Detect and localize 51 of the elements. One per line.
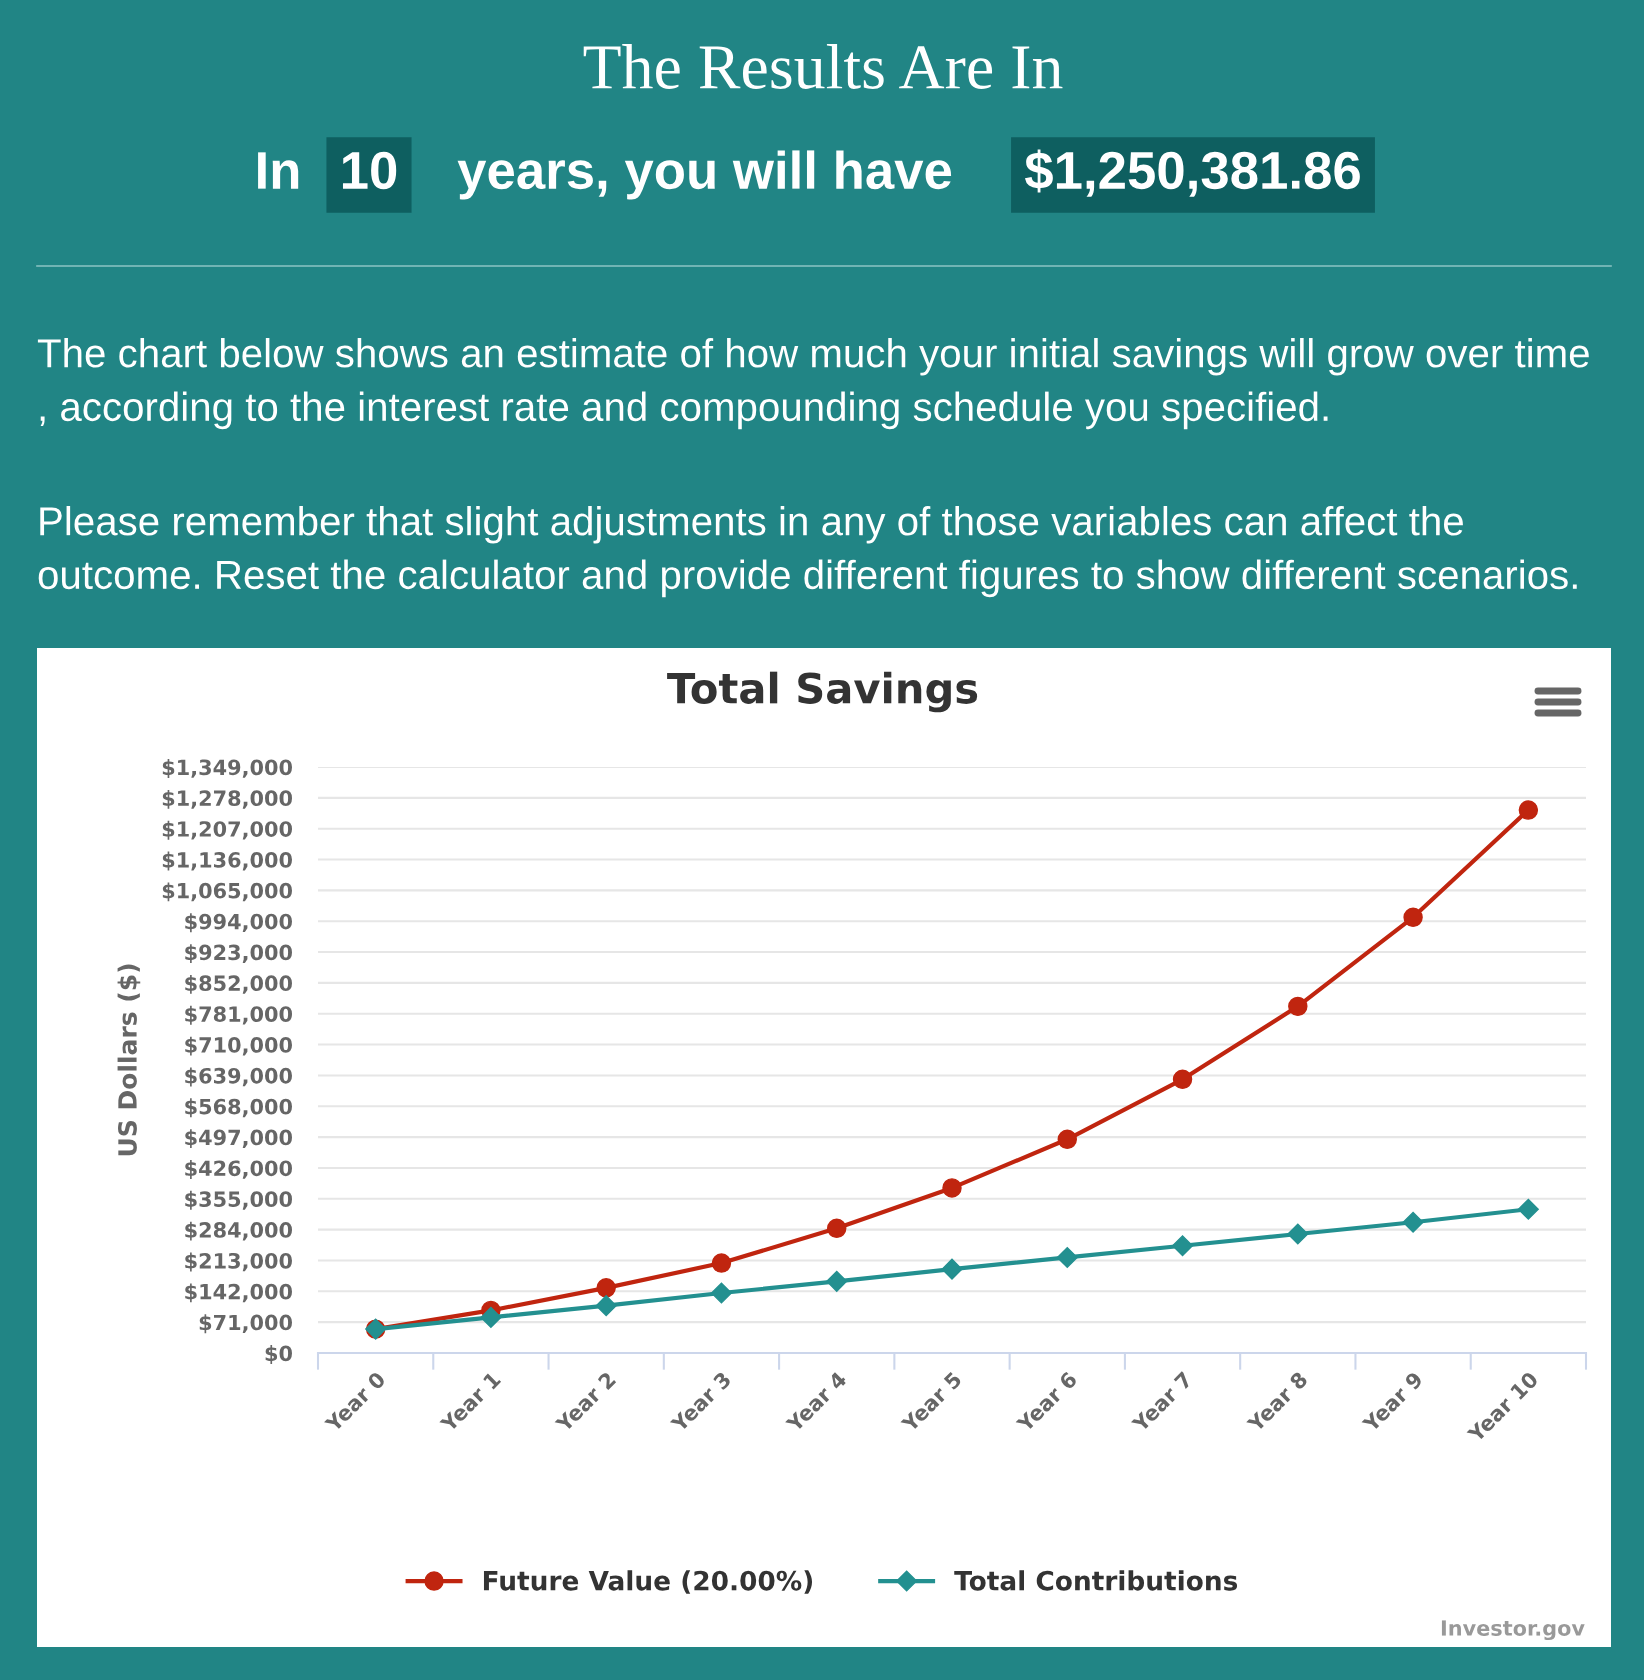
- text: The chart below shows an estimate of how much your initial savings will grow over time , according to the interest rate and compounding schedule you specified.: [37, 338, 1589, 430]
- point: [1172, 1235, 1194, 1257]
- point: [595, 1295, 617, 1317]
- y-tick-label: $568,000: [185, 1098, 293, 1118]
- y-axis-title: US Dollars ($): [117, 964, 141, 1156]
- y-tick-label: $710,000: [185, 1036, 293, 1056]
- point: [1057, 1129, 1077, 1150]
- point: [1287, 1223, 1309, 1245]
- point: [1288, 996, 1308, 1017]
- point: [1056, 1246, 1078, 1268]
- y-tick-label: $1,207,000: [162, 820, 293, 840]
- point: [827, 1218, 847, 1239]
- point: [1518, 800, 1539, 820]
- y-tick-label: $142,000: [185, 1283, 293, 1303]
- point: [1172, 1069, 1193, 1090]
- point: [480, 1306, 502, 1328]
- y-tick-label: $923,000: [185, 944, 293, 964]
- point: [596, 1278, 616, 1298]
- text: Investor.gov: [1441, 1620, 1585, 1641]
- y-tick-label: $1,065,000: [162, 882, 293, 902]
- point: [710, 1282, 732, 1304]
- y-tick-label: $213,000: [185, 1252, 293, 1272]
- text: In: [258, 152, 299, 189]
- text: years, you will have: [457, 150, 952, 200]
- y-tick-label: $1,278,000: [162, 789, 293, 809]
- text: The Results Are In: [583, 44, 1063, 89]
- point: [1403, 907, 1423, 928]
- y-tick-label: $426,000: [185, 1160, 293, 1179]
- point: [1517, 1198, 1539, 1220]
- text: Please remember that slight adjustments in any of those variables can affect the outcome. Reset the calculator and provide different figures to show different scenarios.: [38, 506, 1577, 598]
- y-tick-label: $284,000: [185, 1221, 293, 1241]
- text: 10: [342, 151, 397, 190]
- y-tick-label: $1,349,000: [162, 759, 293, 778]
- chart-title: Total Savings: [667, 671, 978, 713]
- y-tick-label: $639,000: [185, 1067, 293, 1087]
- point: [941, 1258, 963, 1280]
- y-tick-label: $497,000: [185, 1129, 293, 1149]
- point: [711, 1253, 732, 1273]
- y-tick-label: $0: [265, 1345, 292, 1364]
- point: [826, 1270, 848, 1292]
- point: [942, 1178, 962, 1198]
- point: [1402, 1211, 1424, 1233]
- legend-label: Future Value (20.00%): [483, 1570, 813, 1594]
- y-tick-label: $1,136,000: [162, 851, 293, 871]
- legend-label: Total Contributions: [954, 1570, 1238, 1591]
- y-tick-label: $781,000: [185, 1005, 293, 1025]
- y-tick-label: $994,000: [185, 913, 293, 933]
- y-tick-label: $355,000: [185, 1190, 293, 1210]
- y-tick-label: $852,000: [185, 974, 293, 994]
- text: $1,250,381.86: [1024, 149, 1360, 197]
- y-tick-label: $71,000: [199, 1314, 293, 1334]
